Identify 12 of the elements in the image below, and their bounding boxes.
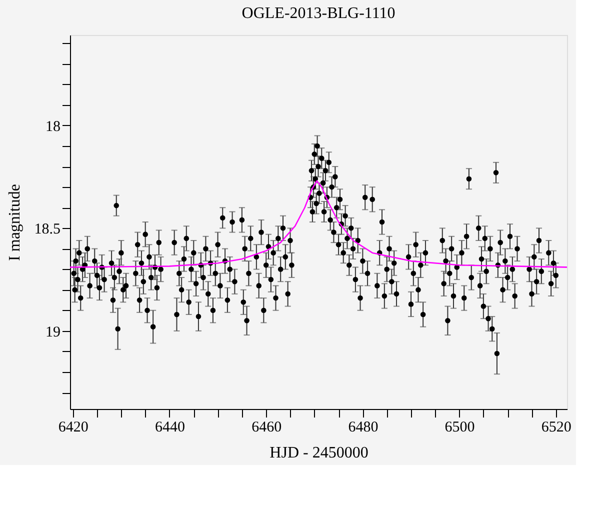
x-axis-title: HJD - 2450000	[270, 444, 368, 462]
x-tick-label: 6480	[348, 420, 378, 436]
x-tick-label: 6420	[58, 420, 88, 436]
y-tick-label: 19	[46, 324, 60, 340]
x-tick-label: 6460	[252, 420, 282, 436]
y-tick-label: 18	[46, 118, 60, 135]
chart-title: OGLE-2013-BLG-1110	[242, 5, 396, 22]
x-tick-label: 6520	[541, 420, 572, 436]
y-axis-title: I magnitude	[6, 184, 24, 261]
x-tick-label: 6440	[154, 420, 185, 436]
x-tick-label: 6500	[444, 420, 475, 436]
y-tick-label: 18.5	[34, 222, 60, 238]
